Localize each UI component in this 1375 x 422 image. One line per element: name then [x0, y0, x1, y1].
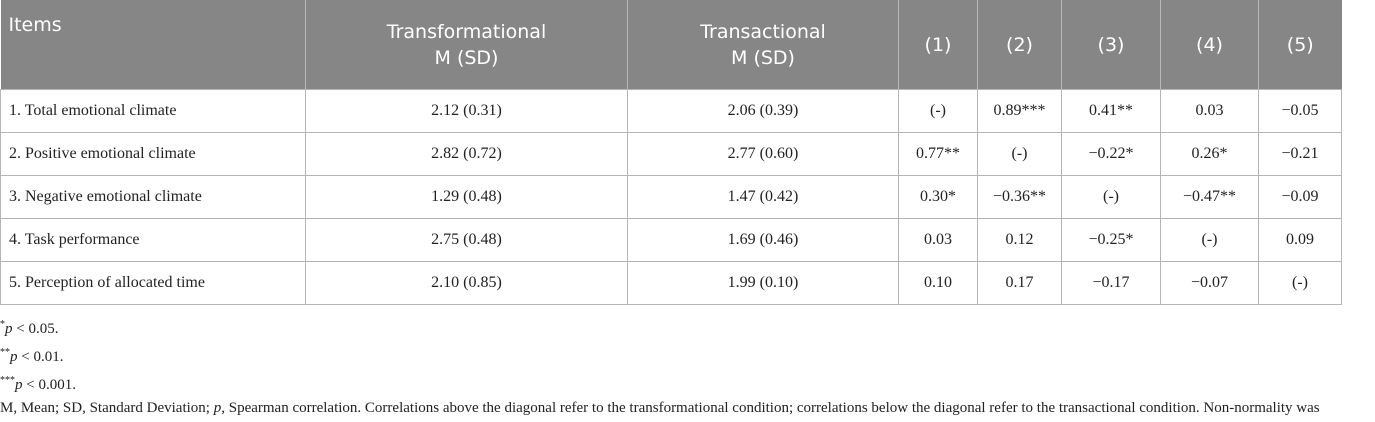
- caption-text: p: [213, 400, 222, 416]
- value-cell: 0.41**: [1061, 89, 1161, 133]
- value-cell: (-): [1061, 175, 1161, 219]
- footnote: **p < 0.01.: [0, 341, 1370, 369]
- value-cell: 2.06 (0.39): [627, 89, 899, 133]
- header-cell: Transformational M (SD): [305, 0, 628, 90]
- footnote-mark: *: [0, 319, 5, 330]
- value-cell: −0.47**: [1160, 175, 1259, 219]
- header-cell: (1): [898, 0, 978, 90]
- value-cell: 0.03: [1160, 89, 1259, 133]
- value-cell: 2.75 (0.48): [305, 218, 628, 262]
- footnote-text: < 0.01.: [17, 349, 64, 365]
- value-cell: (-): [1258, 261, 1342, 305]
- value-cell: −0.09: [1258, 175, 1342, 219]
- value-cell: 2.82 (0.72): [305, 132, 628, 176]
- value-cell: (-): [1160, 218, 1259, 262]
- caption-text: , Spearman correlation. Correlations abo…: [221, 400, 1320, 416]
- data-table: Items Transformational M (SD) Transactiona…: [0, 0, 1342, 305]
- table-row: 3. Negative emotional climate 1.29 (0.48)…: [0, 175, 1342, 219]
- value-cell: (-): [977, 132, 1062, 176]
- footnote-text: < 0.05.: [12, 321, 59, 337]
- footnote-mark: **: [0, 347, 10, 358]
- header-cell: Items: [0, 0, 306, 90]
- value-cell: −0.25*: [1061, 218, 1161, 262]
- value-cell: 0.03: [898, 218, 978, 262]
- value-cell: 0.09: [1258, 218, 1342, 262]
- value-cell: 2.77 (0.60): [627, 132, 899, 176]
- value-cell: 0.89***: [977, 89, 1062, 133]
- item-cell: 3. Negative emotional climate: [0, 175, 306, 219]
- value-cell: −0.07: [1160, 261, 1259, 305]
- footnotes: *p < 0.05. **p < 0.01. ***p < 0.001. M, Mea…: [0, 313, 1370, 422]
- footnote-mark: ***: [0, 375, 15, 386]
- value-cell: 0.30*: [898, 175, 978, 219]
- value-cell: 1.69 (0.46): [627, 218, 899, 262]
- table-row: 1. Total emotional climate 2.12 (0.31) 2.0…: [0, 89, 1342, 133]
- value-cell: −0.17: [1061, 261, 1161, 305]
- header-row: Items Transformational M (SD) Transactiona…: [0, 0, 1342, 90]
- value-cell: 0.77**: [898, 132, 978, 176]
- item-cell: 2. Positive emotional climate: [0, 132, 306, 176]
- value-cell: 2.12 (0.31): [305, 89, 628, 133]
- header-cell: (2): [977, 0, 1062, 90]
- value-cell: 1.47 (0.42): [627, 175, 899, 219]
- caption: M, Mean; SD, Standard Deviation; p, Spea…: [0, 397, 1370, 422]
- value-cell: 1.99 (0.10): [627, 261, 899, 305]
- footnote-text: < 0.001.: [22, 377, 76, 393]
- value-cell: −0.05: [1258, 89, 1342, 133]
- footnote: *p < 0.05.: [0, 313, 1370, 341]
- value-cell: (-): [898, 89, 978, 133]
- value-cell: 1.29 (0.48): [305, 175, 628, 219]
- header-cell: (5): [1258, 0, 1342, 90]
- value-cell: −0.22*: [1061, 132, 1161, 176]
- footnote-variable: p: [10, 349, 18, 365]
- item-cell: 5. Perception of allocated time: [0, 261, 306, 305]
- value-cell: 0.12: [977, 218, 1062, 262]
- header-cell: Transactional M (SD): [627, 0, 899, 90]
- value-cell: 2.10 (0.85): [305, 261, 628, 305]
- table-row: 4. Task performance 2.75 (0.48) 1.69 (0.46…: [0, 218, 1342, 262]
- item-cell: 1. Total emotional climate: [0, 89, 306, 133]
- header-cell: (4): [1160, 0, 1259, 90]
- table-row: 5. Perception of allocated time 2.10 (0.8…: [0, 261, 1342, 305]
- value-cell: −0.21: [1258, 132, 1342, 176]
- value-cell: 0.26*: [1160, 132, 1259, 176]
- footnote: ***p < 0.001.: [0, 369, 1370, 397]
- caption-text: M, Mean; SD, Standard Deviation;: [0, 400, 214, 416]
- header-cell: (3): [1061, 0, 1161, 90]
- footnote-variable: p: [5, 321, 13, 337]
- value-cell: 0.17: [977, 261, 1062, 305]
- value-cell: 0.10: [898, 261, 978, 305]
- footnote-variable: p: [15, 377, 23, 393]
- value-cell: −0.36**: [977, 175, 1062, 219]
- item-cell: 4. Task performance: [0, 218, 306, 262]
- table-row: 2. Positive emotional climate 2.82 (0.72)…: [0, 132, 1342, 176]
